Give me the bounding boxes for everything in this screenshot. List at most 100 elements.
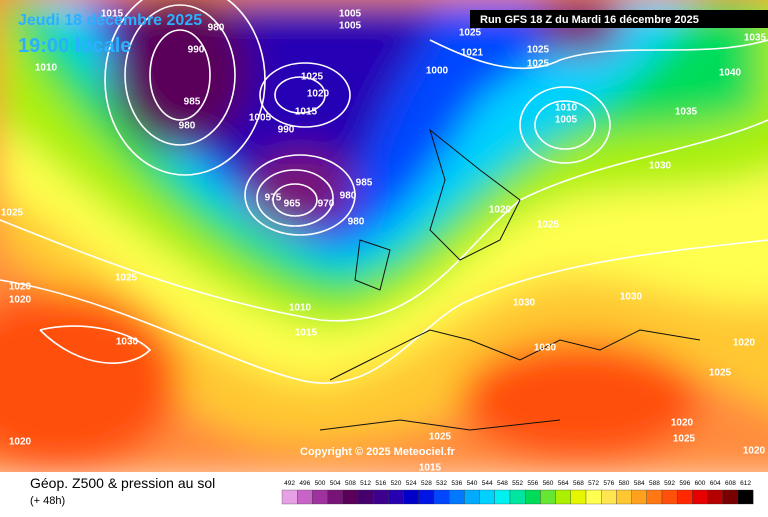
isobar-label: 975 xyxy=(265,193,282,204)
colorbar-cell xyxy=(646,489,663,505)
isobar-label: 1030 xyxy=(620,292,643,303)
colorbar-cell xyxy=(281,489,298,505)
colorbar-tick-label: 596 xyxy=(679,480,690,487)
isobar-label: 1015 xyxy=(419,463,442,474)
isobar-label: 1005 xyxy=(555,115,578,126)
isobar-label: 1025 xyxy=(537,220,560,231)
colorbar-tick-label: 612 xyxy=(740,480,751,487)
isobar-label: 1020 xyxy=(671,418,694,429)
colorbar-tick-label: 600 xyxy=(695,480,706,487)
colorbar-tick-label: 580 xyxy=(619,480,630,487)
isobar-label: 1005 xyxy=(249,113,272,124)
copyright: Copyright © 2025 Meteociel.fr xyxy=(300,446,456,458)
isobar-label: 1020 xyxy=(307,89,330,100)
colorbar-tick-label: 532 xyxy=(436,480,447,487)
colorbar-cell xyxy=(631,489,647,505)
isobar-label: 1025 xyxy=(1,208,24,219)
colorbar-tick-label: 604 xyxy=(710,480,721,487)
legend-lead: (+ 48h) xyxy=(30,495,65,507)
isobar-label: 1035 xyxy=(744,33,767,44)
colorbar-tick-label: 504 xyxy=(330,480,341,487)
colorbar-tick-label: 592 xyxy=(664,480,675,487)
isobars xyxy=(0,0,768,383)
colorbar-cell xyxy=(433,489,450,505)
isobar-label: 1020 xyxy=(743,446,766,457)
colorbar-cell xyxy=(707,489,723,505)
isobar-label: 990 xyxy=(278,125,295,136)
colorbar-cell xyxy=(327,489,343,505)
colorbar-cell xyxy=(479,489,495,505)
isobar-label: 1010 xyxy=(555,103,578,114)
colorbar-tick-label: 588 xyxy=(649,480,660,487)
isobar-label: 980 xyxy=(348,217,365,228)
colorbar-tick-label: 564 xyxy=(558,480,569,487)
colorbar-tick-label: 608 xyxy=(725,480,736,487)
isobar-label: 1030 xyxy=(116,337,139,348)
colorbar-tick-label: 536 xyxy=(451,480,462,487)
colorbar-cell xyxy=(418,489,435,505)
colorbar-cell xyxy=(464,489,480,505)
colorbar-tick-label: 552 xyxy=(512,480,523,487)
isobar-label: 1010 xyxy=(289,303,312,314)
colorbar-cell xyxy=(373,489,389,505)
isobar-label: 1010 xyxy=(35,63,58,74)
colorbar-tick-label: 576 xyxy=(603,480,614,487)
colorbar-tick-label: 492 xyxy=(284,480,295,487)
isobar-label: 965 xyxy=(284,199,301,210)
colorbar-tick-label: 560 xyxy=(543,480,554,487)
colorbar-cell xyxy=(661,489,678,505)
colorbar-cell xyxy=(509,489,526,505)
colorbar-cell xyxy=(585,489,602,505)
colorbar-cell xyxy=(692,489,708,505)
isobar-label: 1030 xyxy=(513,298,536,309)
colorbar-cell xyxy=(297,489,313,505)
colorbar-tick-label: 556 xyxy=(527,480,538,487)
isobar-label: 1025 xyxy=(709,368,732,379)
isobar-label: 1025 xyxy=(527,45,550,56)
run-box xyxy=(470,10,768,28)
isobar-label: 990 xyxy=(188,45,205,56)
isobar-label: 1030 xyxy=(534,343,557,354)
isobar-label: 1015 xyxy=(101,9,124,20)
colorbar-cell xyxy=(555,489,571,505)
colorbar-cell xyxy=(570,489,587,505)
isobar-label: 1005 xyxy=(339,9,362,20)
isobar-label: 980 xyxy=(179,121,196,132)
colorbar-cell xyxy=(540,489,556,505)
isobar-label: 970 xyxy=(318,199,335,210)
isobar-label: 985 xyxy=(356,178,373,189)
colorbar-tick-label: 516 xyxy=(375,480,386,487)
isobar-label: 1025 xyxy=(301,72,324,83)
isobar-label: 1021 xyxy=(461,48,484,59)
colorbar-tick-label: 508 xyxy=(345,480,356,487)
colorbar-cell xyxy=(357,489,374,505)
isobar-label: 985 xyxy=(184,97,201,108)
isobar-label: 1030 xyxy=(649,161,672,172)
isobar-label: 1025 xyxy=(115,273,138,284)
isobar-label: 1005 xyxy=(339,21,362,32)
isobar-label: 1015 xyxy=(295,107,318,118)
legend-title: Géop. Z500 & pression au sol xyxy=(30,475,215,491)
colorbar-tick-label: 548 xyxy=(497,480,508,487)
run-label: Run GFS 18 Z du Mardi 16 décembre 2025 xyxy=(480,14,699,26)
colorbar-cell xyxy=(312,489,328,505)
colorbar-tick-label: 584 xyxy=(634,480,645,487)
colorbar-cell xyxy=(722,489,739,505)
colorbar-cell xyxy=(737,489,754,505)
isobar-label: 1025 xyxy=(429,432,452,443)
colorbar-tick-label: 568 xyxy=(573,480,584,487)
colorbar-cell xyxy=(525,489,541,505)
colorbar-cell xyxy=(388,489,404,505)
isobar-label: 980 xyxy=(208,23,225,34)
isobar-label: 1020 xyxy=(733,338,756,349)
isobar-label: 1025 xyxy=(673,434,696,445)
colorbar-tick-label: 520 xyxy=(391,480,402,487)
coastlines xyxy=(319,128,701,431)
map-date: Jeudi 18 décembre 2025 xyxy=(18,12,202,29)
colorbar-cell xyxy=(494,489,511,505)
isobar-label: 1000 xyxy=(426,66,449,77)
isobar-label: 1025 xyxy=(459,28,482,39)
geopotential-field xyxy=(0,0,768,480)
colorbar-tick-label: 540 xyxy=(467,480,478,487)
